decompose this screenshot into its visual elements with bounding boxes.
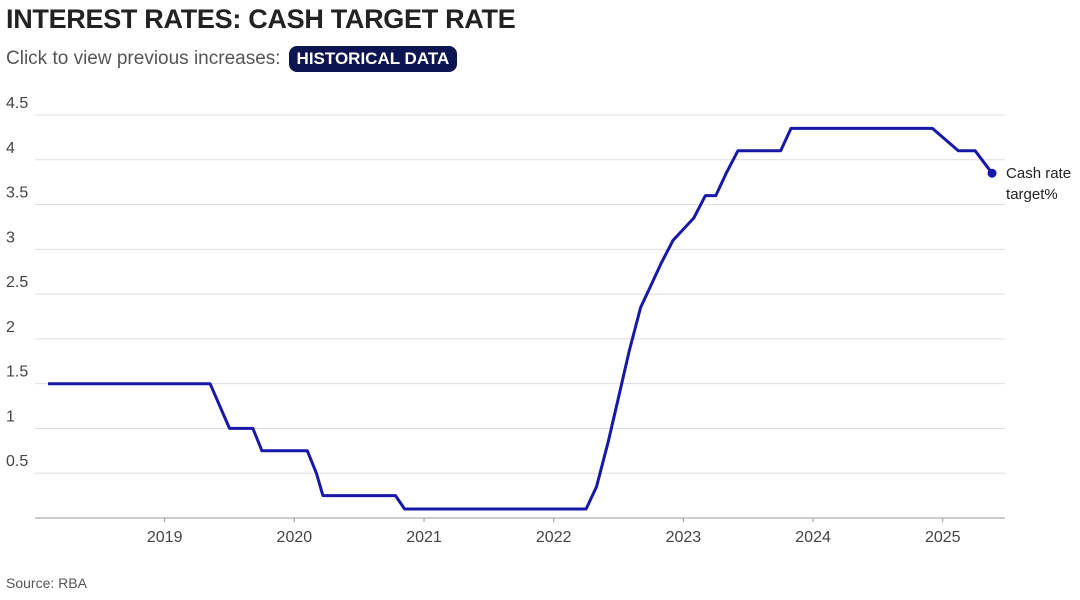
subtitle-row: Click to view previous increases: HISTOR… xyxy=(6,46,458,72)
y-tick-label: 4 xyxy=(6,140,15,157)
x-tick-label: 2021 xyxy=(406,529,442,546)
x-tick-label: 2023 xyxy=(666,529,702,546)
y-tick-label: 4.5 xyxy=(6,95,28,112)
end-point xyxy=(987,168,997,178)
y-tick-label: 3 xyxy=(6,229,15,246)
series-label: Cash rate target% xyxy=(1006,165,1072,204)
y-tick-label: 1 xyxy=(6,408,15,425)
x-tick-label: 2019 xyxy=(147,529,183,546)
x-tick-label: 2024 xyxy=(795,529,831,546)
y-tick-label: 2.5 xyxy=(6,274,28,291)
x-tick-label: 2020 xyxy=(277,529,313,546)
x-tick-label: 2025 xyxy=(925,529,961,546)
subtitle: Click to view previous increases: xyxy=(6,48,281,69)
y-tick-label: 3.5 xyxy=(6,185,28,202)
source: Source: RBA xyxy=(6,575,87,591)
line xyxy=(48,126,994,511)
historical-data-button[interactable]: HISTORICAL DATA xyxy=(288,46,458,72)
y-tick-label: 2 xyxy=(6,319,15,336)
y-tick-label: 1.5 xyxy=(6,364,28,381)
x-tick-label: 2022 xyxy=(536,529,572,546)
y-tick-label: 0.5 xyxy=(6,453,28,470)
chart-title: INTEREST RATES: CASH TARGET RATE xyxy=(6,4,516,34)
